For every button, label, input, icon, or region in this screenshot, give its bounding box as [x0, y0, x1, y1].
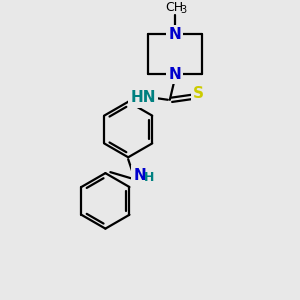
Text: N: N — [168, 67, 181, 82]
Text: N: N — [134, 168, 146, 183]
Text: H: H — [144, 171, 154, 184]
Text: 3: 3 — [181, 4, 187, 15]
Text: S: S — [193, 86, 204, 101]
Text: HN: HN — [130, 90, 156, 105]
Text: N: N — [168, 27, 181, 42]
Text: CH: CH — [166, 1, 184, 14]
